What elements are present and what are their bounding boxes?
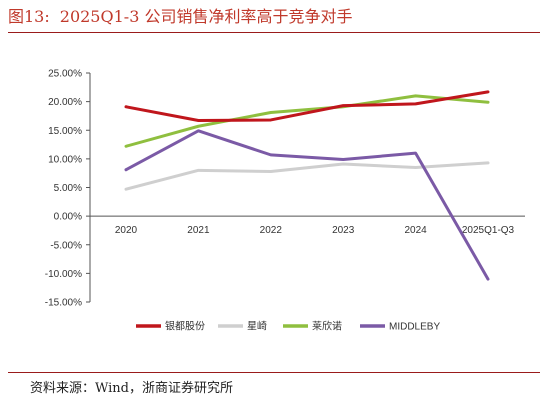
y-tick-label: -5.00%: [50, 240, 82, 251]
source-note: 资料来源：Wind，浙商证券研究所: [30, 381, 233, 396]
series-line-1: [124, 161, 490, 191]
series-line-2: [124, 94, 490, 148]
x-tick-label: 2021: [187, 225, 210, 236]
legend-label: 银都股份: [165, 320, 205, 333]
title-divider: [8, 32, 540, 33]
y-tick-label: 20.00%: [48, 97, 82, 108]
y-tick-label: 5.00%: [54, 183, 82, 194]
x-tick-label: 2025Q1-Q3: [462, 225, 515, 236]
source-divider: [8, 372, 540, 373]
legend-label: 莱欣诺: [312, 320, 342, 333]
figure-title-text: 2025Q1-3 公司销售净利率高于竞争对手: [59, 7, 353, 26]
y-tick-label: 15.00%: [48, 126, 82, 137]
x-tick-label: 2020: [115, 225, 138, 236]
x-tick-label: 2024: [404, 225, 427, 236]
x-tick-label: 2022: [260, 225, 283, 236]
legend-label: 星崎: [247, 320, 267, 333]
series-line-3: [124, 129, 490, 281]
y-tick-label: 25.00%: [48, 69, 82, 80]
y-tick-label: -15.00%: [45, 298, 82, 309]
legend-label: MIDDLEBY: [389, 322, 440, 333]
y-tick-label: -10.00%: [45, 269, 82, 280]
y-tick-label: 10.00%: [48, 154, 82, 165]
series-line-0: [124, 90, 490, 123]
figure-title: 图13: 2025Q1-3 公司销售净利率高于竞争对手: [8, 2, 352, 32]
line-chart: 25.00% 20.00% 15.00% 10.00% 5.00% 0.00% -5.00%…: [45, 69, 525, 333]
figure-number: 图13:: [8, 7, 50, 26]
y-tick-label: 0.00%: [54, 212, 82, 223]
x-tick-label: 2023: [332, 225, 355, 236]
